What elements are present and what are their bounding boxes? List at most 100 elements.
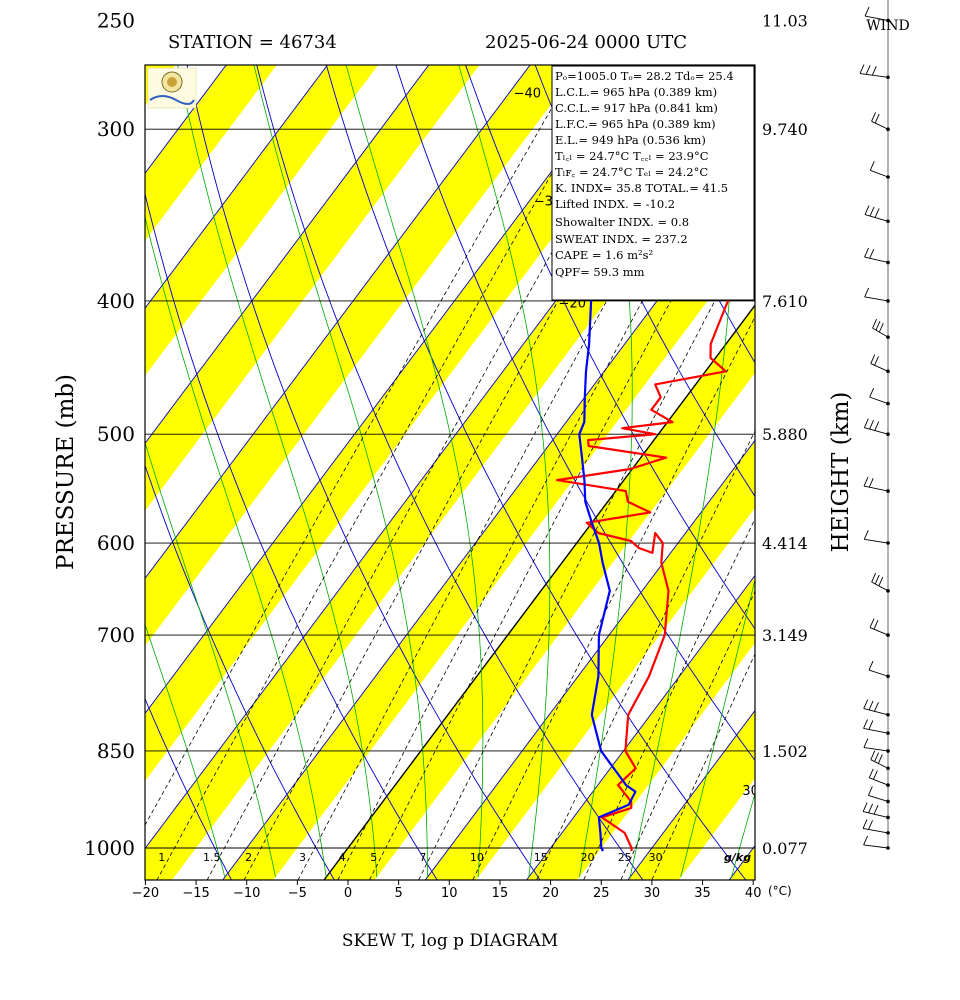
wind-barb-feather — [875, 320, 881, 331]
moist-adiabats — [145, 65, 755, 878]
moist-adiabat — [458, 65, 551, 878]
stat-el: E.L.= 949 hPa (0.536 km) — [555, 133, 706, 147]
x-tick-label: 5 — [395, 886, 403, 901]
mixing-ratio-label: 1.5 — [203, 851, 221, 864]
isotherm-stripe — [145, 65, 682, 782]
moist-adiabat — [145, 215, 327, 878]
mixing-ratio-label: 5 — [370, 851, 377, 864]
isotherm-stripe — [145, 65, 480, 511]
moist-adiabat — [253, 65, 428, 878]
pressure-label: 700 — [97, 623, 135, 647]
wind-barb-feather — [859, 64, 865, 74]
wind-barb-feather — [869, 419, 874, 430]
pressure-label: 500 — [97, 422, 135, 446]
wind-barb-feather — [869, 387, 875, 398]
height-label: 3.149 — [762, 626, 808, 645]
wind-barb-feather — [868, 477, 874, 488]
stat-cape: CAPE = 1.6 m²s² — [555, 248, 653, 262]
wind-barb-staff — [864, 256, 889, 263]
wind-barb-feather — [863, 738, 869, 748]
y-axis-ticks: 10016.7115014.3320012.5325011.033009.740… — [84, 8, 808, 860]
x-tick-label: 15 — [492, 886, 509, 901]
isotherm-line — [913, 0, 960, 905]
isotherm-line — [145, 65, 329, 310]
wind-barb-staff — [870, 169, 889, 178]
wind-barb-feather — [871, 112, 876, 122]
wind-barb-feather — [868, 660, 874, 671]
wind-barb-feather — [868, 820, 873, 830]
sounding-traces — [555, 65, 729, 852]
wind-barb-feather — [869, 618, 875, 628]
wind-barb-staff — [862, 827, 889, 834]
isotherm-line — [145, 65, 430, 445]
dry-adiabat — [145, 697, 233, 880]
mixing-ratio-label: 20 — [581, 851, 595, 864]
wind-barb-feather — [873, 620, 879, 630]
mixing-ratio-line — [156, 65, 615, 880]
pressure-label: 850 — [97, 739, 135, 763]
wind-barb-feather — [868, 720, 874, 730]
mixing-ratio-line — [145, 65, 578, 826]
wind-barb-staff — [863, 708, 889, 716]
mixing-ratio-label: 3 — [299, 851, 306, 864]
mixing-unit-label: g/kg — [724, 851, 751, 864]
plot-frame — [144, 64, 756, 881]
wind-barb-feather — [863, 719, 868, 729]
mixing-ratio-label: 10 — [470, 851, 484, 864]
wind-barb-feather — [862, 802, 868, 812]
isotherm-stripe — [0, 0, 59, 905]
height-label: 5.880 — [762, 425, 808, 444]
mixing-ratio-label: 7 — [419, 851, 426, 864]
wind-barb-feather — [868, 803, 874, 813]
isotherm-stripe — [145, 65, 277, 241]
logo-seal-core-icon — [167, 77, 177, 87]
wind-barb-staff — [864, 296, 889, 302]
mixing-ratio-label: 1 — [158, 851, 165, 864]
stat-lcl: L.C.L.= 965 hPa (0.389 km) — [555, 85, 717, 99]
logo — [147, 67, 197, 109]
stat-ccl: C.C.L.= 917 hPa (0.841 km) — [555, 101, 718, 115]
wind-barb-feather — [862, 819, 868, 829]
isotherm-line — [323, 304, 755, 880]
wind-barb-feather — [865, 65, 871, 75]
temperature-trace — [555, 65, 729, 852]
height-label: 0.077 — [762, 839, 808, 858]
moist-adiabat — [345, 65, 484, 878]
dry-adiabat — [0, 0, 37, 905]
wind-barb-feather — [869, 249, 875, 259]
x-tick-label: −10 — [233, 886, 260, 901]
wind-barb-staff — [869, 396, 889, 404]
isotherm-line — [526, 574, 755, 880]
moist-adiabat — [177, 65, 378, 878]
wind-barb-staff — [864, 538, 889, 544]
x-tick-label: 10 — [441, 886, 458, 901]
wind-barb-staff — [869, 627, 889, 636]
wind-barb-feather — [871, 572, 877, 583]
wind-barb-feather — [874, 574, 880, 585]
wind-barb-staff — [869, 777, 889, 786]
wind-barb-feather — [871, 65, 877, 76]
height-label: 4.414 — [762, 534, 808, 553]
wind-barb-feather — [878, 322, 884, 333]
wind-barb-feather — [868, 700, 874, 711]
isotherm-line — [0, 0, 8, 905]
isotherm-label: −40 — [514, 86, 541, 101]
isotherm-stripe — [0, 0, 160, 905]
wind-barb-feather — [874, 208, 880, 218]
wind-barb-feather — [874, 356, 879, 366]
wind-barb-staff — [863, 727, 889, 734]
wind-barb-staff — [870, 759, 889, 769]
datetime-label: 2025-06-24 0000 UTC — [485, 32, 687, 53]
wind-barb-feather — [869, 161, 875, 171]
x-tick-label: 35 — [694, 886, 711, 901]
x-tick-label: −5 — [288, 886, 307, 901]
x-tick-label: 30 — [644, 886, 661, 901]
isotherm-line — [222, 169, 755, 880]
wind-barb-feather — [864, 287, 870, 298]
wind-barb-staff — [868, 669, 889, 677]
mixing-ratio-line — [418, 223, 755, 880]
wind-barb-feather — [874, 113, 880, 124]
pressure-label: 300 — [97, 117, 135, 141]
